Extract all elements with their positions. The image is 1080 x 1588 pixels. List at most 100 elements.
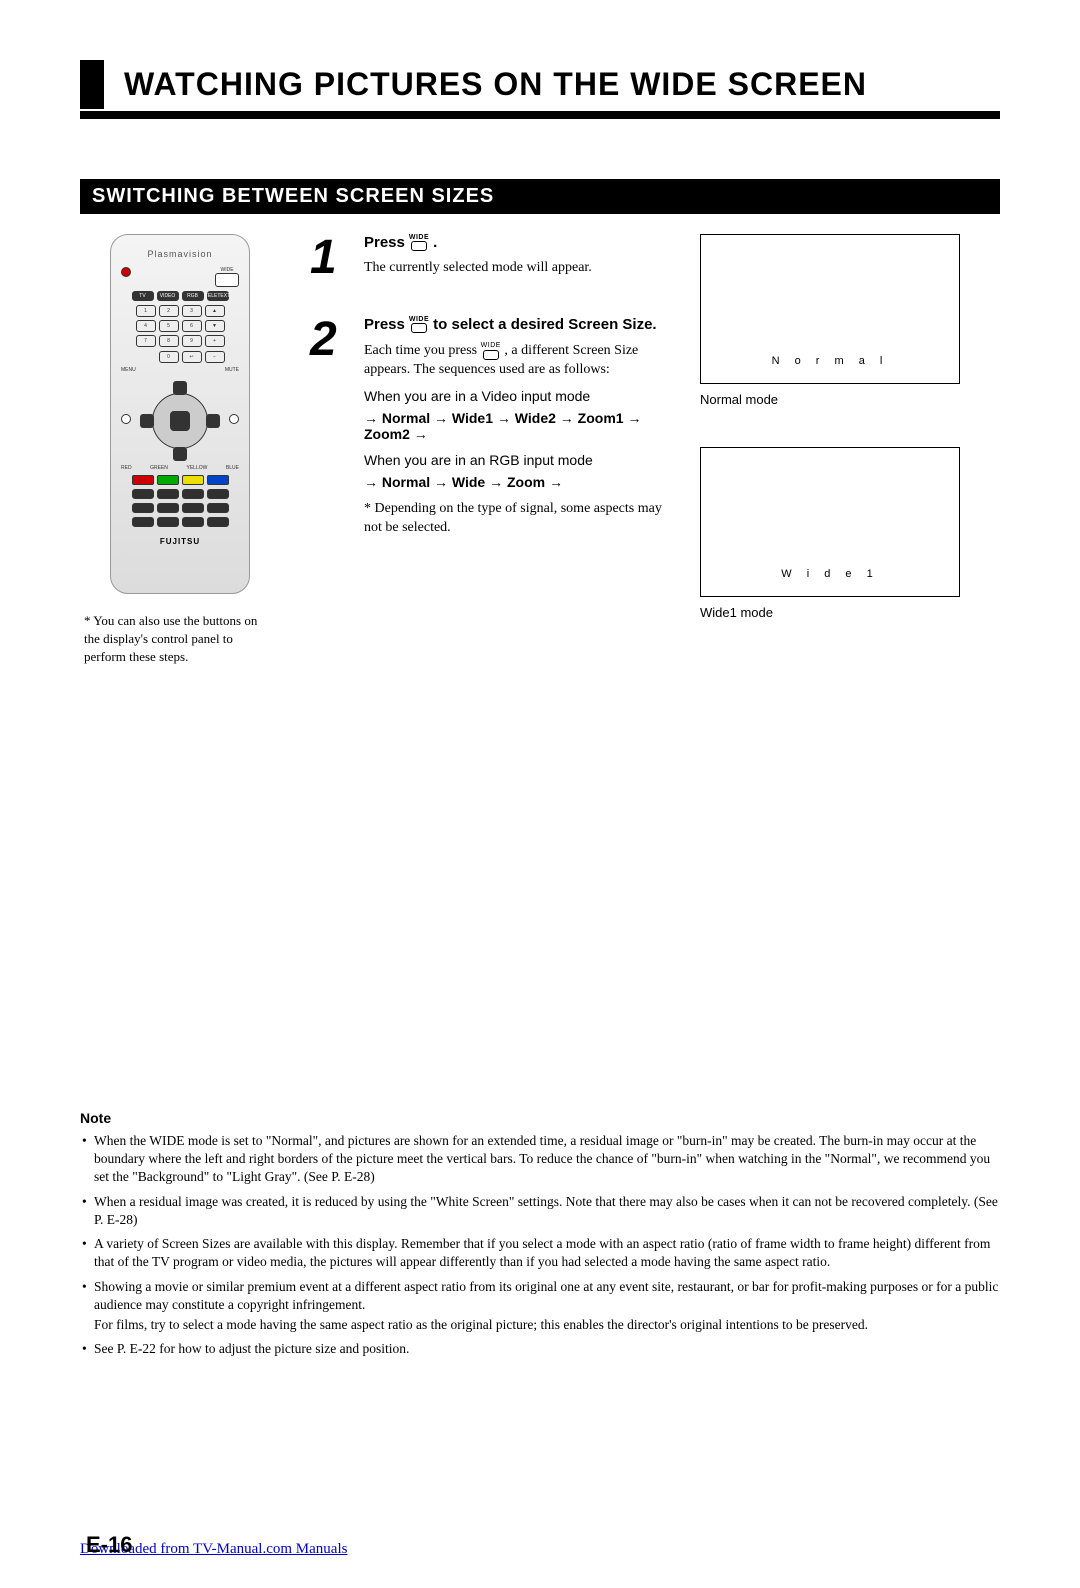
note-item: Showing a movie or similar premium event…	[80, 1278, 1000, 1314]
remote-footnote: * You can also use the buttons on the di…	[80, 612, 280, 667]
note-item: A variety of Screen Sizes are available …	[80, 1235, 1000, 1271]
num-2: 2	[159, 305, 179, 317]
step-2-title-pre: Press	[364, 316, 405, 333]
normal-caption: Normal mode	[700, 392, 1000, 407]
arrow-up-icon	[173, 381, 187, 395]
yellow-label: YELLOW	[187, 465, 208, 471]
normal-screen-text: N o r m a l	[772, 355, 889, 383]
mode2-button	[157, 517, 179, 527]
wide-button-remote	[215, 273, 239, 287]
section-title: SWITCHING BETWEEN SCREEN SIZES	[80, 179, 1000, 214]
step-1-title-pre: Press	[364, 234, 405, 251]
numpad: 1 2 3 ▲ 4 5 6 ▼ 7 8 9 +	[136, 305, 225, 347]
header-rule	[80, 111, 1000, 119]
offtimer-button	[207, 517, 229, 527]
note-section: Note When the WIDE mode is set to "Norma…	[80, 1110, 1000, 1364]
step-2-asterisk: * Depending on the type of signal, some …	[364, 500, 670, 538]
num-6: 6	[182, 320, 202, 332]
vol-down: −	[205, 351, 225, 363]
num-5: 5	[159, 320, 179, 332]
menu-button	[121, 414, 131, 424]
remote-column: Plasmavision WIDE TV VIDEO RGB TELETEXT …	[80, 234, 280, 667]
step-1-p1: The currently selected mode will appear.	[364, 259, 670, 278]
num-7: 7	[136, 335, 156, 347]
normal-screen-box: N o r m a l	[700, 234, 960, 384]
step-2: 2 Press WIDE to select a desired Screen …	[310, 316, 670, 546]
page-number: E-16	[86, 1532, 132, 1558]
page-title: WATCHING PICTURES ON THE WIDE SCREEN	[124, 60, 867, 109]
display-button	[132, 517, 154, 527]
dpad-center	[170, 411, 190, 431]
green-button	[157, 475, 179, 485]
step-1: 1 Press WIDE . The currently selected mo…	[310, 234, 670, 286]
num-9: 9	[182, 335, 202, 347]
red-label: RED	[121, 465, 132, 471]
step-2-p1-pre: Each time you press	[364, 343, 481, 358]
step-1-title: Press WIDE .	[364, 234, 670, 251]
mode-button	[157, 503, 179, 513]
size-button	[182, 489, 204, 499]
menu-label: MENU	[121, 367, 136, 373]
num-3: 3	[182, 305, 202, 317]
cancel-button	[182, 503, 204, 513]
tv-button: TV	[132, 291, 154, 301]
wide-screen-box: W i d e 1	[700, 447, 960, 597]
remote-brand: Plasmavision	[147, 249, 212, 259]
wide-caption: Wide1 mode	[700, 605, 1000, 620]
video-sequence: → Normal → Wide1 → Wide2 → Zoom1 → Zoom2…	[364, 410, 670, 442]
red-button	[132, 475, 154, 485]
rgb-heading: When you are in an RGB input mode	[364, 452, 670, 468]
note-item: When the WIDE mode is set to "Normal", a…	[80, 1132, 1000, 1187]
remote-logo: FUJITSU	[160, 537, 200, 546]
blue-label: BLUE	[226, 465, 239, 471]
note-item4-sub: For films, try to select a mode having t…	[80, 1316, 1000, 1334]
arrow-down-icon	[173, 447, 187, 461]
page-header: WATCHING PICTURES ON THE WIDE SCREEN	[80, 60, 1000, 109]
reveal-button	[157, 489, 179, 499]
wide-icon-label: WIDE	[409, 316, 429, 323]
step-2-number: 2	[310, 316, 350, 546]
video-button: VIDEO	[157, 291, 179, 301]
header-left-block	[80, 60, 104, 109]
green-label: GREEN	[150, 465, 168, 471]
memory-button	[182, 517, 204, 527]
mute-button	[229, 414, 239, 424]
wide-icon-label: WIDE	[409, 234, 429, 241]
index-button	[132, 503, 154, 513]
store-button	[207, 503, 229, 513]
ch-up: ▲	[205, 305, 225, 317]
blue-button	[207, 475, 229, 485]
step-2-title: Press WIDE to select a desired Screen Si…	[364, 316, 670, 333]
step-2-title-post: to select a desired Screen Size.	[433, 316, 656, 333]
num-4: 4	[136, 320, 156, 332]
wide-icon: WIDE	[481, 341, 501, 360]
step-1-title-post: .	[433, 234, 437, 251]
remote-illustration: Plasmavision WIDE TV VIDEO RGB TELETEXT …	[110, 234, 250, 594]
yellow-button	[182, 475, 204, 485]
wide-icon-label: WIDE	[481, 341, 501, 350]
power-icon	[121, 267, 131, 277]
wide-screen-text: W i d e 1	[781, 568, 878, 596]
mute-label: MUTE	[225, 367, 239, 373]
note-item: When a residual image was created, it is…	[80, 1193, 1000, 1229]
step-2-p1: Each time you press WIDE , a different S…	[364, 341, 670, 380]
content-row: Plasmavision WIDE TV VIDEO RGB TELETEXT …	[80, 234, 1000, 667]
rgb-sequence: → Normal → Wide → Zoom →	[364, 474, 670, 490]
num-0: 0	[159, 351, 179, 363]
note-list-2: See P. E-22 for how to adjust the pictur…	[80, 1340, 1000, 1358]
note-list: When the WIDE mode is set to "Normal", a…	[80, 1132, 1000, 1314]
step-1-number: 1	[310, 234, 350, 286]
steps-column: 1 Press WIDE . The currently selected mo…	[310, 234, 670, 667]
return-button: ↩	[182, 351, 202, 363]
subpage-button	[132, 489, 154, 499]
arrow-left-icon	[140, 414, 154, 428]
wide-icon: WIDE	[409, 316, 429, 333]
wide-icon: WIDE	[409, 234, 429, 251]
num-8: 8	[159, 335, 179, 347]
teletext-button: TELETEXT	[207, 291, 229, 301]
rgb-button: RGB	[182, 291, 204, 301]
note-title: Note	[80, 1110, 1000, 1126]
screens-column: N o r m a l Normal mode W i d e 1 Wide1 …	[700, 234, 1000, 667]
video-heading: When you are in a Video input mode	[364, 388, 670, 404]
dpad	[140, 381, 220, 461]
